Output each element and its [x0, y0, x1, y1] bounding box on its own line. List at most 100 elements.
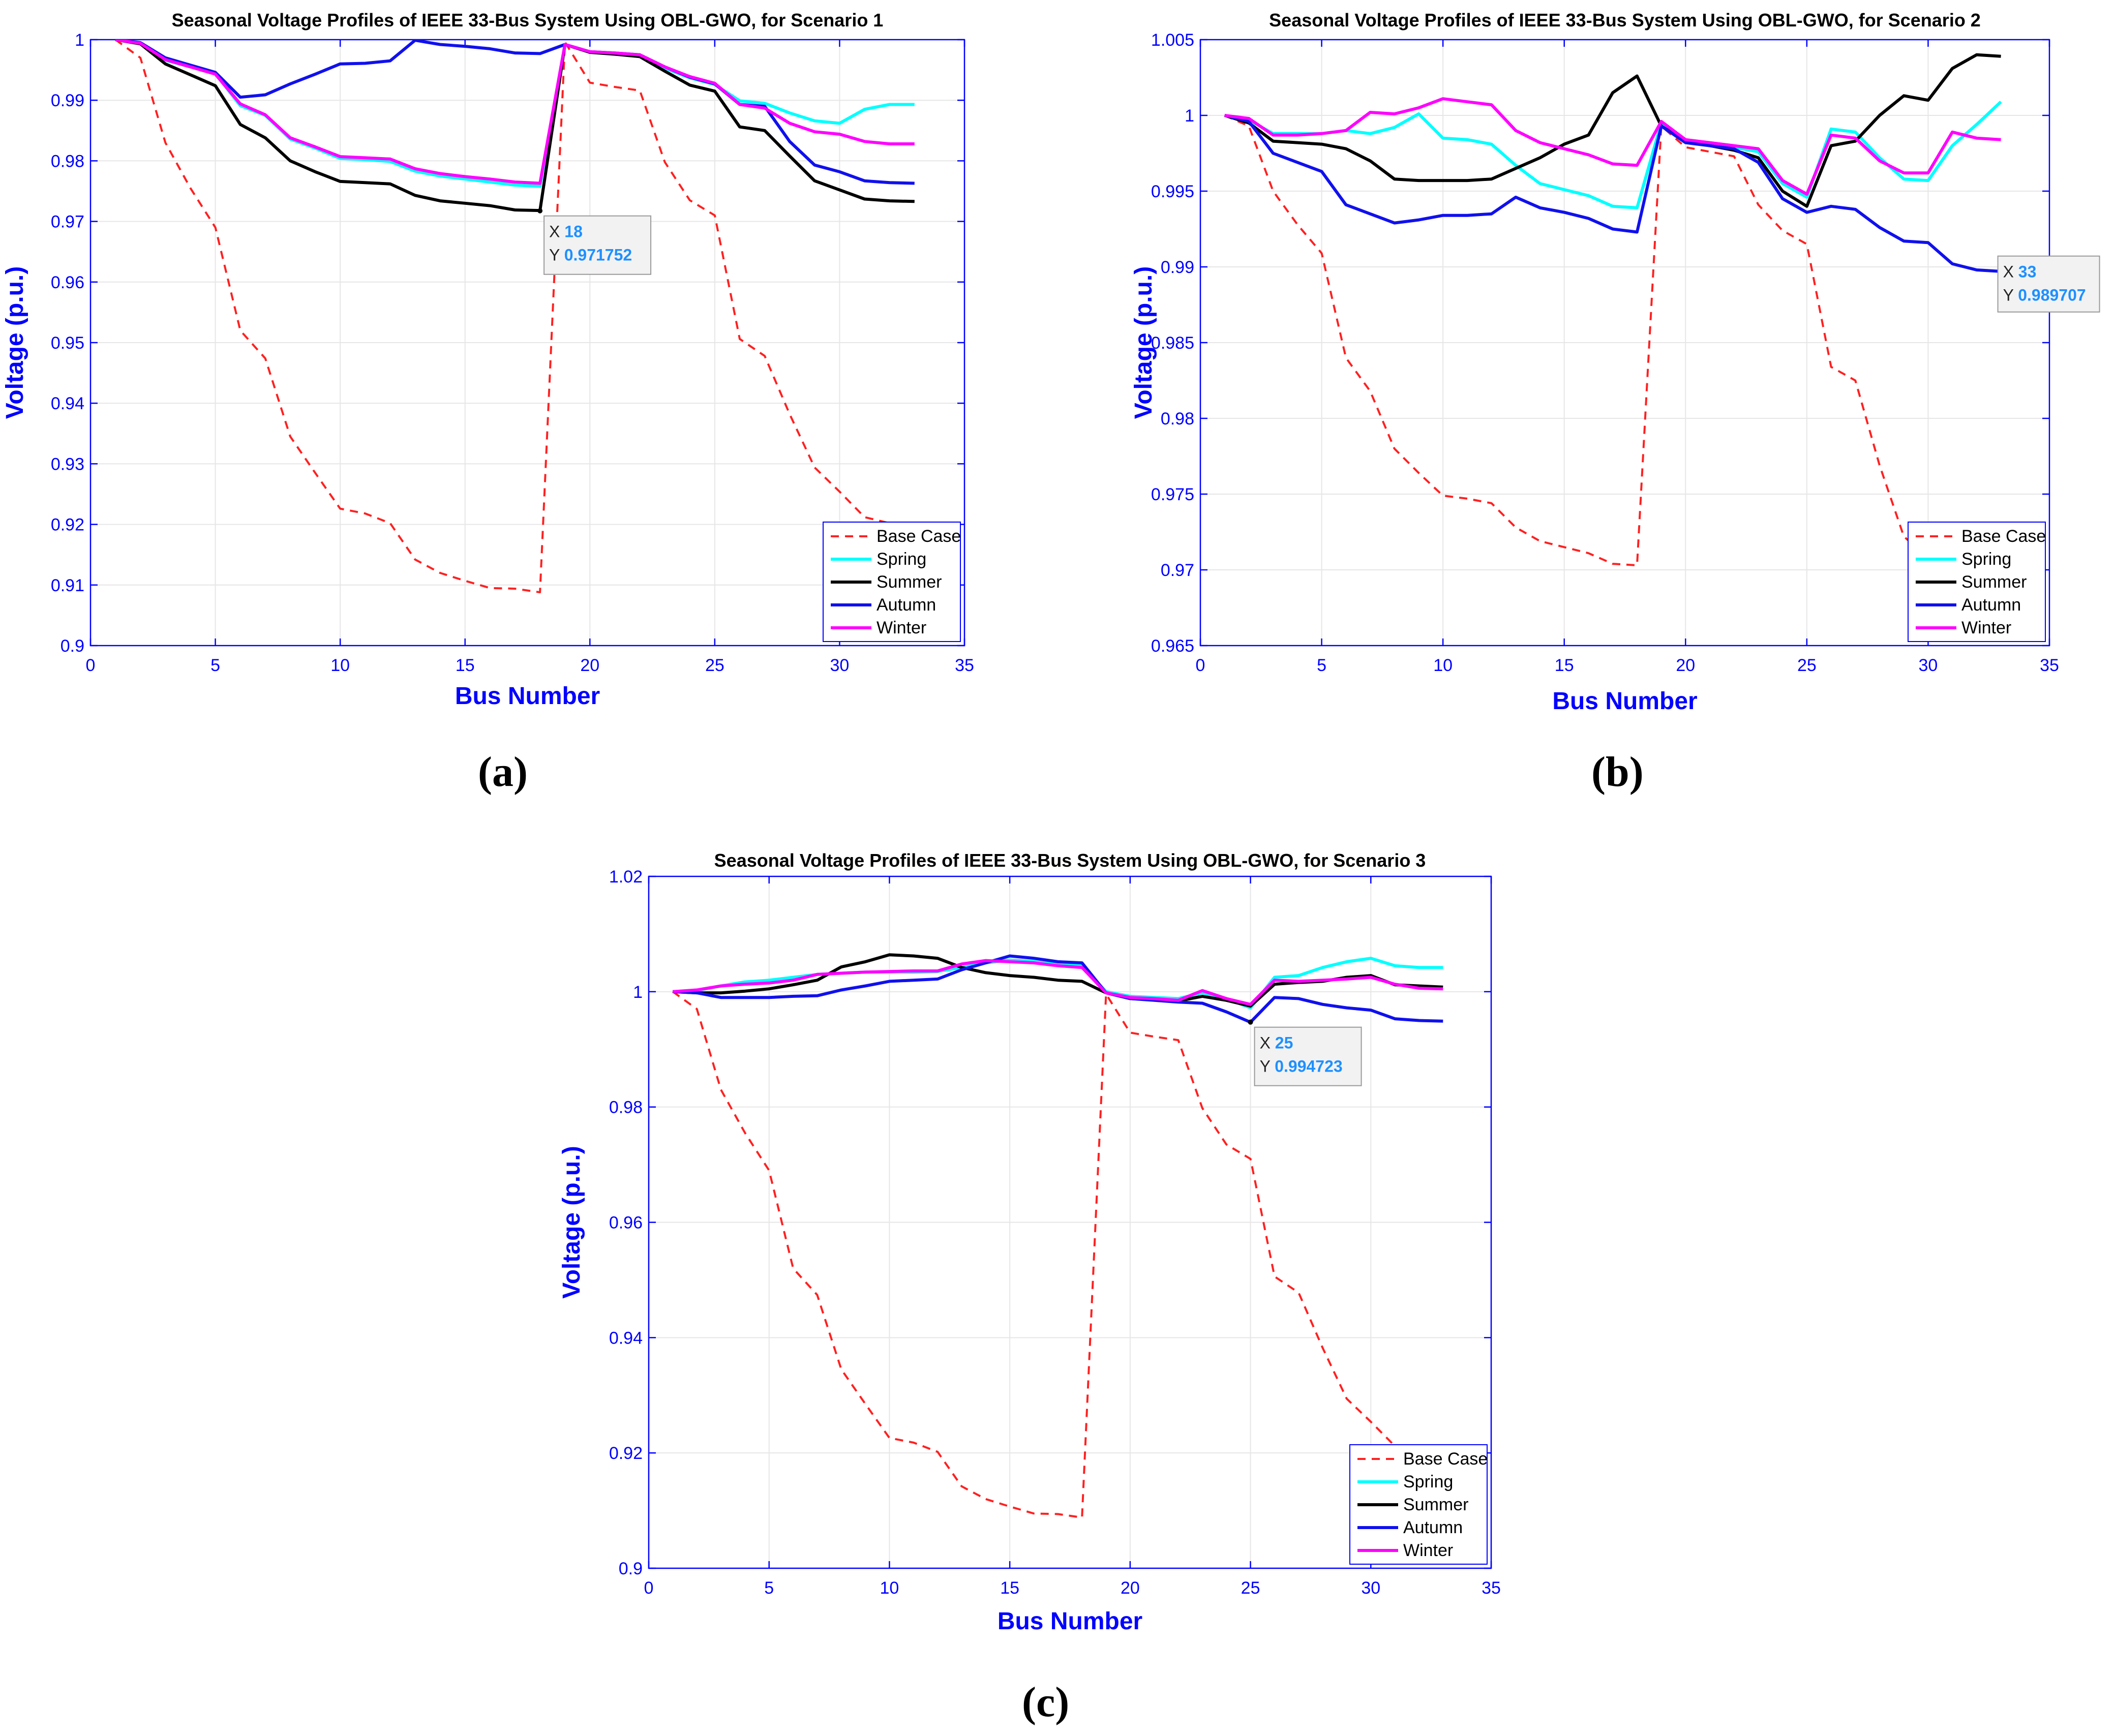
x-tick-label: 30 [1361, 1578, 1380, 1598]
chart-1: 0 5 10 15 20 25 30 35 0.9 0.91 0.92 0.93 0.94 0.95 0.9… [2, 10, 974, 710]
y-axis-label: Voltage (p.u.) [1130, 266, 1157, 419]
legend-label: Winter [877, 618, 926, 637]
y-tick-label: 0.9 [61, 636, 84, 656]
series-line-autumn [1224, 114, 2001, 273]
y-tick-label: 0.965 [1151, 636, 1194, 656]
chart-title: Seasonal Voltage Profiles of IEEE 33-Bus… [714, 850, 1426, 871]
x-tick-label: 15 [456, 656, 475, 675]
x-axis-label: Bus Number [455, 683, 600, 710]
legend-label: Summer [1403, 1495, 1468, 1514]
y-tick-label: 0.99 [51, 91, 84, 110]
legend-label: Summer [877, 572, 942, 592]
legend-label: Autumn [1961, 595, 2021, 615]
chart-title: Seasonal Voltage Profiles of IEEE 33-Bus… [1269, 10, 1981, 31]
datatip-x: X 25 [1260, 1034, 1293, 1052]
legend: Base Case Spring Summer Autumn Winter [1908, 522, 2046, 642]
legend-label: Winter [1961, 618, 2011, 637]
datatip: X 25 Y 0.994723 [1254, 1026, 1362, 1086]
series-line-winter [673, 959, 1443, 1006]
legend-label: Base Case [877, 527, 961, 546]
x-tick-label: 20 [1121, 1578, 1140, 1598]
x-tick-label: 0 [644, 1578, 654, 1598]
y-tick-label: 1 [1185, 106, 1194, 126]
series-line-base-case [114, 40, 915, 594]
y-tick-label: 0.96 [609, 1213, 643, 1233]
x-tick-label: 35 [955, 656, 974, 675]
panel-label-b: (b) [1591, 748, 1644, 796]
legend-label: Spring [1961, 550, 2011, 569]
panel-label-c: (c) [1022, 1679, 1070, 1726]
legend-label: Spring [1403, 1472, 1453, 1491]
series-line-winter [1224, 97, 2001, 196]
x-tick-label: 25 [1241, 1578, 1260, 1598]
legend-label: Base Case [1961, 527, 2046, 546]
series-line-winter [115, 40, 915, 185]
x-tick-label: 5 [764, 1578, 774, 1598]
y-tick-label: 0.98 [1161, 409, 1194, 429]
y-tick-label: 1.02 [609, 867, 643, 887]
series-line-autumn [673, 954, 1443, 1024]
legend-label: Spring [877, 550, 926, 569]
x-axis-label: Bus Number [1552, 688, 1697, 715]
y-tick-label: 0.985 [1151, 333, 1194, 353]
x-tick-label: 20 [1676, 656, 1695, 675]
datatip-marker [537, 208, 543, 214]
panel-label-a: (a) [478, 748, 528, 796]
datatip-box [543, 215, 652, 275]
y-tick-label: 0.92 [51, 515, 84, 535]
x-tick-label: 15 [1000, 1578, 1019, 1598]
legend-label: Autumn [1403, 1518, 1463, 1537]
y-tick-label: 0.975 [1151, 485, 1194, 504]
datatip-y: Y 0.971752 [549, 246, 632, 264]
y-tick-label: 0.93 [51, 454, 84, 474]
y-tick-label: 0.94 [609, 1328, 643, 1348]
series-line-autumn [115, 40, 915, 185]
x-axis-label: Bus Number [998, 1608, 1142, 1635]
x-tick-label: 5 [1317, 656, 1326, 675]
y-tick-label: 0.94 [51, 394, 84, 413]
y-tick-label: 0.97 [1161, 561, 1194, 580]
x-tick-label: 25 [1797, 656, 1817, 675]
y-tick-label: 1.005 [1151, 31, 1194, 50]
x-tick-label: 15 [1555, 656, 1574, 675]
chart-title: Seasonal Voltage Profiles of IEEE 33-Bus… [172, 10, 884, 31]
datatip-marker [1248, 1019, 1253, 1025]
x-tick-label: 10 [880, 1578, 899, 1598]
datatip-box [1997, 255, 2100, 313]
chart-3: 0 5 10 15 20 25 30 35 0.9 0.92 0.94 0.96 0.98 1 1.02 Se… [558, 850, 1501, 1635]
datatip: X 18 Y 0.971752 [543, 215, 652, 275]
datatip-y: Y 0.989707 [2003, 286, 2086, 304]
y-tick-label: 0.99 [1161, 258, 1194, 277]
x-tick-label: 35 [2040, 656, 2059, 675]
x-tick-label: 30 [1919, 656, 1938, 675]
x-tick-label: 30 [830, 656, 850, 675]
y-tick-label: 0.95 [51, 333, 84, 353]
y-tick-label: 0.995 [1151, 182, 1194, 201]
x-tick-label: 0 [1196, 656, 1205, 675]
datatip-y: Y 0.994723 [1260, 1057, 1343, 1076]
x-tick-label: 5 [210, 656, 220, 675]
chart-2: 0 5 10 15 20 25 30 35 0.965 0.97 0.975 0.98 0.985 0.9… [1130, 10, 2100, 715]
y-tick-label: 0.96 [51, 273, 84, 292]
series-line-spring [1224, 101, 2002, 209]
legend-label: Autumn [877, 595, 936, 615]
x-tick-label: 35 [1482, 1578, 1501, 1598]
series-line-base-case [672, 991, 1443, 1519]
series-line-base-case [1224, 114, 2001, 588]
y-tick-label: 0.98 [51, 151, 84, 171]
series-line-summer [1224, 53, 2001, 208]
y-tick-label: 0.91 [51, 576, 84, 595]
y-tick-label: 1 [75, 31, 84, 50]
x-tick-label: 0 [86, 656, 96, 675]
y-tick-label: 0.92 [609, 1444, 643, 1463]
y-tick-label: 0.9 [619, 1559, 643, 1578]
legend-label: Summer [1961, 572, 2027, 592]
x-tick-label: 25 [705, 656, 724, 675]
x-tick-label: 20 [580, 656, 599, 675]
datatip-box [1254, 1026, 1362, 1086]
legend: Base Case Spring Summer Autumn Winter [823, 522, 961, 642]
legend-label: Winter [1403, 1541, 1453, 1560]
x-tick-label: 10 [1433, 656, 1453, 675]
datatip: X 33 Y 0.989707 [1997, 255, 2100, 313]
